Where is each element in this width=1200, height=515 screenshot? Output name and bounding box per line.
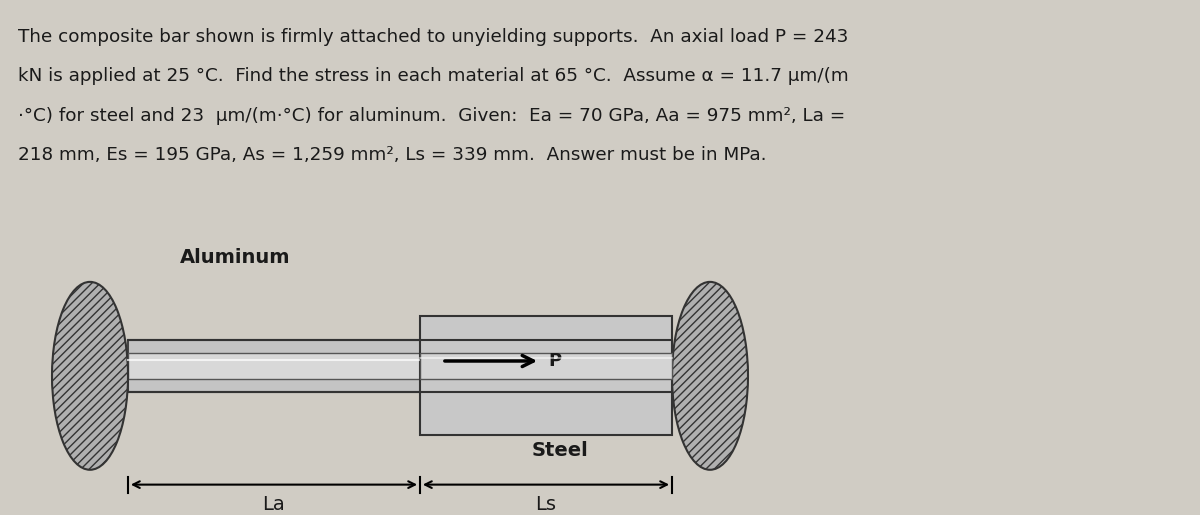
Bar [128,340,430,391]
Text: The composite bar shown is firmly attached to unyielding supports.  An axial loa: The composite bar shown is firmly attach… [18,28,848,46]
Text: Ls: Ls [535,495,557,514]
Ellipse shape [52,282,128,470]
Text: La: La [263,495,286,514]
Bar [420,317,672,435]
Bar [128,353,430,379]
Text: kN is applied at 25 °C.  Find the stress in each material at 65 °C.  Assume α = : kN is applied at 25 °C. Find the stress … [18,67,848,85]
Text: 218 mm, Es = 195 GPa, As = 1,259 mm², Ls = 339 mm.  Answer must be in MPa.: 218 mm, Es = 195 GPa, As = 1,259 mm², Ls… [18,146,767,164]
Text: ·°C) for steel and 23  μm/(m·°C) for aluminum.  Given:  Ea = 70 GPa, Aa = 975 mm: ·°C) for steel and 23 μm/(m·°C) for alum… [18,107,845,125]
Bar [420,353,672,379]
Text: Aluminum: Aluminum [180,248,290,267]
Ellipse shape [672,282,748,470]
Text: Steel: Steel [532,440,588,459]
Text: P: P [548,352,562,370]
